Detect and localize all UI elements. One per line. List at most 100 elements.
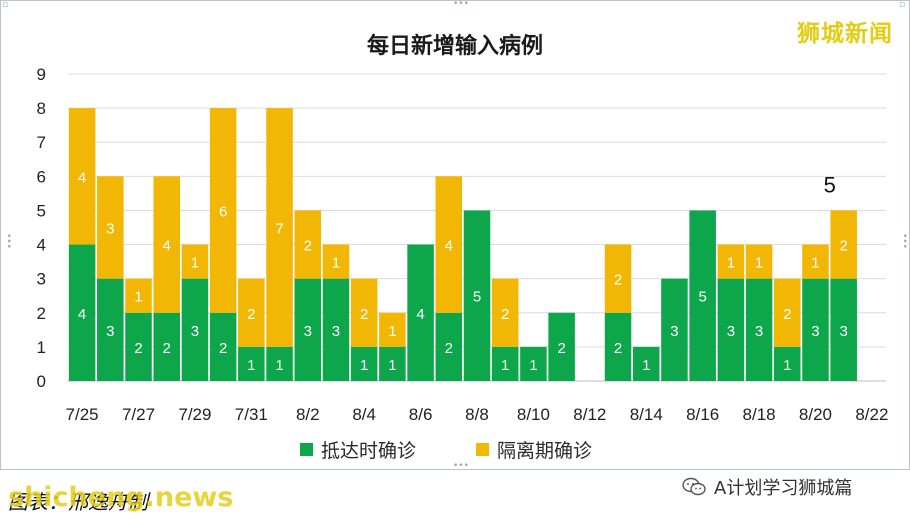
data-label-quarantine: 2 — [247, 306, 255, 323]
x-tick-label: 8/2 — [296, 405, 320, 424]
bar-arrival — [322, 278, 350, 381]
data-label-quarantine: 1 — [755, 255, 763, 272]
bar-arrival — [520, 346, 547, 381]
data-label-arrival: 5 — [698, 289, 706, 306]
bar-arrival — [830, 278, 857, 381]
data-label-arrival: 2 — [614, 340, 622, 357]
x-tick-label: 8/12 — [573, 405, 606, 424]
bar-quarantine — [717, 244, 745, 279]
chart-title: 每日新增输入病例 — [366, 34, 543, 59]
data-label-quarantine: 3 — [106, 221, 114, 238]
wechat-account[interactable]: A计划学习狮城篇 — [682, 474, 852, 500]
data-label-arrival: 1 — [388, 357, 396, 374]
legend-label-arrival: 抵达时确诊 — [321, 439, 417, 462]
resize-handle-corner-tr[interactable]: ▫ — [899, 0, 906, 10]
bar-quarantine — [322, 244, 350, 279]
data-label-arrival: 4 — [416, 306, 424, 323]
bar-arrival — [181, 278, 209, 381]
resize-handle-top[interactable]: ••• — [453, 0, 469, 9]
bar-quarantine — [153, 176, 180, 313]
y-tick-label: 1 — [37, 338, 46, 357]
wechat-label: A计划学习狮城篇 — [714, 478, 853, 499]
data-label-arrival: 3 — [191, 323, 199, 340]
data-label-arrival: 3 — [304, 323, 312, 340]
bar-arrival — [548, 312, 575, 381]
data-label-arrival: 2 — [219, 340, 227, 357]
resize-handle-right[interactable]: ••• — [899, 233, 909, 249]
data-label-arrival: 1 — [783, 357, 791, 374]
data-label-quarantine: 2 — [360, 306, 368, 323]
resize-handle-left[interactable]: ••• — [3, 233, 13, 249]
data-label-quarantine: 6 — [219, 203, 227, 220]
resize-handle-corner-tl[interactable]: ▫ — [2, 0, 9, 10]
legend-label-quarantine: 隔离期确诊 — [497, 439, 593, 462]
bar-arrival — [463, 210, 491, 381]
data-label-quarantine: 1 — [332, 255, 340, 272]
y-tick-label: 6 — [37, 167, 46, 186]
wechat-icon — [682, 477, 706, 496]
resize-handle-bottom[interactable]: ••• — [453, 461, 469, 471]
bar-arrival — [689, 210, 716, 381]
bar-arrival — [774, 346, 801, 381]
x-tick-label: 8/14 — [630, 405, 663, 424]
bar-arrival — [294, 278, 322, 381]
bar-quarantine — [125, 278, 152, 313]
bar-arrival — [379, 346, 406, 381]
data-label-arrival: 3 — [332, 323, 340, 340]
bar-arrival — [153, 312, 180, 381]
data-label-quarantine: 1 — [134, 289, 142, 306]
bar-quarantine — [350, 278, 378, 347]
data-label-quarantine: 2 — [501, 306, 509, 323]
bar-quarantine — [435, 176, 463, 313]
bar-arrival — [435, 312, 463, 381]
x-tick-label: 8/6 — [409, 405, 433, 424]
x-tick-label: 7/25 — [66, 405, 99, 424]
data-label-quarantine: 4 — [163, 238, 171, 255]
data-label-quarantine: 4 — [445, 238, 453, 255]
x-tick-label: 8/8 — [465, 405, 489, 424]
bar-quarantine — [774, 278, 801, 347]
bar-arrival — [350, 346, 378, 381]
data-label-quarantine: 4 — [78, 169, 86, 186]
x-tick-label: 7/31 — [235, 405, 268, 424]
y-tick-label: 5 — [37, 201, 46, 220]
bar-quarantine — [294, 210, 322, 279]
x-tick-label: 7/27 — [122, 405, 155, 424]
data-label-arrival: 5 — [473, 289, 481, 306]
y-tick-label: 9 — [37, 65, 46, 84]
legend-item-arrival: 抵达时确诊 — [300, 436, 416, 463]
bar-arrival — [717, 278, 745, 381]
bar-arrival — [661, 278, 688, 381]
data-label-quarantine: 2 — [304, 238, 312, 255]
data-label-arrival: 1 — [275, 357, 283, 374]
legend-swatch-arrival — [300, 442, 313, 456]
y-tick-label: 7 — [37, 133, 46, 152]
bar-quarantine — [209, 108, 237, 313]
data-label-arrival: 1 — [360, 357, 368, 374]
brand-logo: 狮城新闻 — [797, 21, 893, 47]
bar-arrival — [68, 244, 96, 381]
x-tick-label: 7/29 — [178, 405, 211, 424]
data-label-arrival: 3 — [727, 323, 735, 340]
data-label-arrival: 4 — [78, 306, 86, 323]
bar-quarantine — [379, 312, 406, 347]
bar-arrival — [745, 278, 773, 381]
data-label-quarantine: 1 — [191, 255, 199, 272]
data-label-quarantine: 2 — [614, 272, 622, 289]
x-tick-label: 8/20 — [799, 405, 832, 424]
bar-arrival — [209, 312, 237, 381]
bar-quarantine — [266, 108, 293, 347]
legend-item-quarantine: 隔离期确诊 — [476, 436, 592, 463]
chart-caption: 图表：邢逸舟制 — [8, 490, 148, 514]
total-annotation: 5 — [824, 172, 836, 197]
x-tick-label: 8/22 — [855, 405, 888, 424]
y-tick-label: 0 — [37, 372, 46, 391]
bar-quarantine — [802, 244, 829, 279]
y-tick-label: 2 — [37, 304, 46, 323]
legend-swatch-quarantine — [476, 442, 490, 456]
bar-quarantine — [745, 244, 773, 279]
chart-plot: 0 1 2 3 4 5 6 7 8 9 4 4 3 3 2 1 2 4 3 1 2 6 1 2 1 7 3 2 3 1 1 2 1 1 4 2 4 5 1 2… — [37, 65, 889, 424]
bar-arrival — [632, 346, 660, 381]
bar-quarantine — [97, 176, 124, 279]
bar-quarantine — [181, 244, 209, 279]
